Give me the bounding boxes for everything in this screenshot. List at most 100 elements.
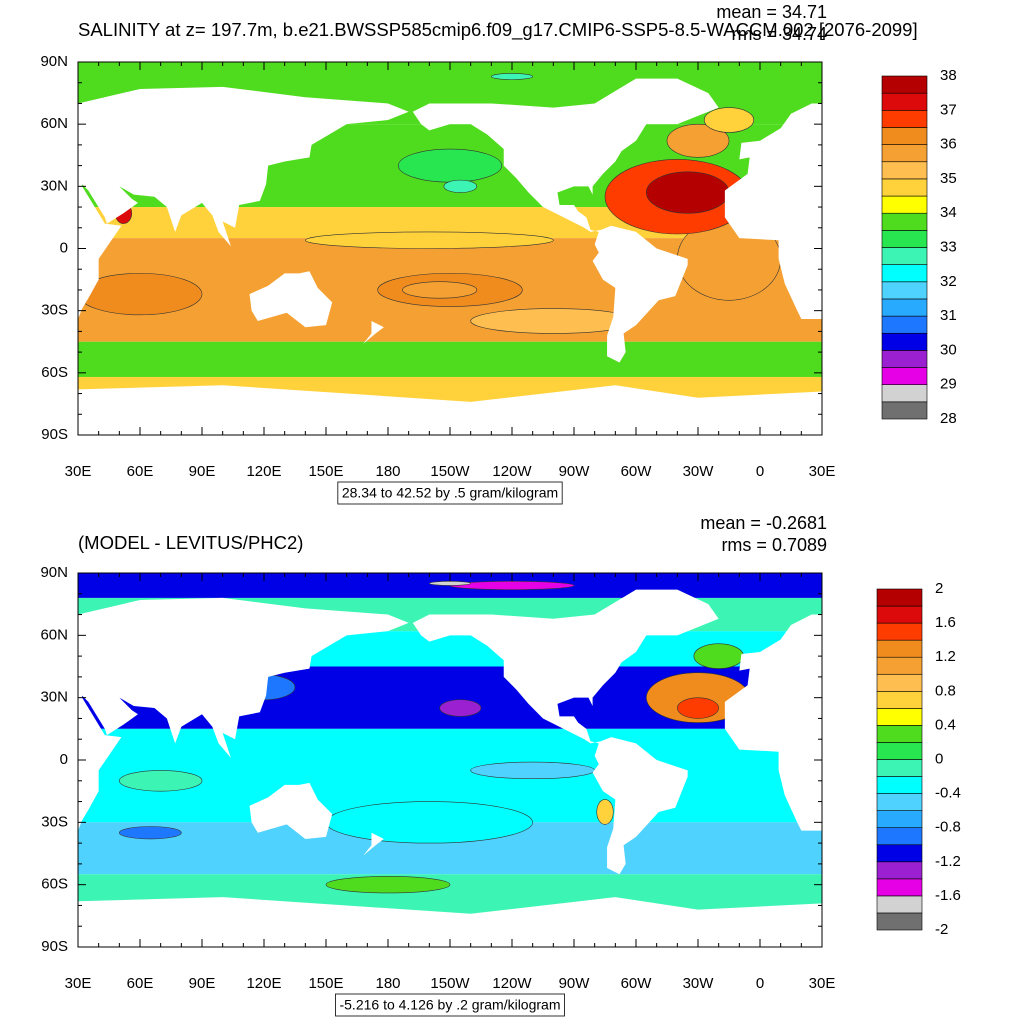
lat-label: 60N bbox=[40, 626, 68, 643]
ocean-field bbox=[470, 761, 595, 780]
colorbar-box bbox=[876, 878, 923, 897]
rms-value: rms = 34.74 bbox=[731, 24, 827, 44]
ocean-field bbox=[398, 148, 502, 183]
colorbar-label: 38 bbox=[940, 67, 957, 84]
lat-label: 90S bbox=[41, 938, 68, 955]
lon-label: 90E bbox=[189, 975, 216, 992]
ocean-field bbox=[693, 643, 744, 669]
colorbar-label: -0.8 bbox=[935, 819, 961, 836]
land bbox=[78, 86, 409, 319]
ocean-field bbox=[78, 273, 203, 316]
colorbar-box bbox=[881, 264, 928, 283]
colorbar-box bbox=[876, 827, 923, 846]
colorbar-box bbox=[881, 195, 928, 214]
colorbar-box bbox=[881, 298, 928, 317]
colorbar-box bbox=[881, 75, 928, 94]
colorbar-label: 2 bbox=[935, 580, 943, 597]
lat-label: 0 bbox=[60, 239, 68, 256]
lon-label: 30E bbox=[65, 463, 92, 480]
lon-label: 150E bbox=[308, 975, 343, 992]
footer-label: -5.216 to 4.126 by .2 gram/kilogram bbox=[339, 997, 560, 1013]
colorbar-label: 29 bbox=[940, 376, 957, 393]
lon-label: 150E bbox=[308, 463, 343, 480]
colorbar-box bbox=[881, 315, 928, 334]
ocean-field bbox=[119, 770, 203, 792]
colorbar-box bbox=[881, 247, 928, 265]
lon-label: 180 bbox=[375, 975, 400, 992]
ocean-field bbox=[402, 281, 478, 299]
colorbar-box bbox=[881, 350, 928, 368]
ocean-field bbox=[646, 171, 730, 214]
footer-label: 28.34 to 42.52 by .5 gram/kilogram bbox=[342, 485, 558, 501]
colorbar-box bbox=[881, 127, 928, 145]
map bbox=[78, 573, 822, 947]
ocean-field bbox=[677, 697, 719, 719]
ocean-field bbox=[325, 876, 451, 894]
panel-title: SALINITY at z= 197.7m, b.e21.BWSSP585cmi… bbox=[78, 19, 918, 41]
lat-label: 90N bbox=[40, 564, 68, 581]
lon-label: 90E bbox=[189, 463, 216, 480]
colorbar-box bbox=[876, 588, 923, 607]
colorbar-box bbox=[876, 793, 923, 811]
colorbar-box bbox=[876, 690, 923, 709]
colorbar-box bbox=[881, 110, 928, 128]
colorbar-box bbox=[876, 656, 923, 675]
colorbar-label: 31 bbox=[940, 307, 957, 324]
lon-label: 60W bbox=[621, 463, 653, 480]
colorbar-box bbox=[881, 281, 928, 300]
footer-box bbox=[337, 481, 563, 505]
colorbar-box bbox=[881, 401, 928, 420]
lon-label: 60E bbox=[127, 463, 154, 480]
lon-label: 30E bbox=[809, 463, 836, 480]
lat-label: 30N bbox=[40, 689, 68, 706]
colorbar-label: 1.2 bbox=[935, 648, 956, 665]
lon-label: 60W bbox=[621, 975, 653, 992]
ocean-field bbox=[325, 801, 533, 844]
colorbar-box bbox=[876, 605, 923, 624]
colorbar-box bbox=[881, 212, 928, 231]
colorbar-box bbox=[876, 759, 923, 777]
lon-label: 120W bbox=[492, 463, 532, 480]
lon-label: 30E bbox=[65, 975, 92, 992]
lon-label: 90W bbox=[559, 975, 591, 992]
rms-value: rms = 0.7089 bbox=[721, 535, 827, 555]
lon-label: 150W bbox=[430, 463, 470, 480]
colorbar-label: 1.6 bbox=[935, 614, 956, 631]
ocean-field bbox=[305, 231, 554, 249]
colorbar-box bbox=[876, 895, 923, 914]
lat-label: 30S bbox=[41, 813, 68, 830]
colorbar-label: 35 bbox=[940, 170, 957, 187]
lat-label: 0 bbox=[60, 751, 68, 768]
colorbar-label: -0.4 bbox=[935, 785, 961, 802]
land bbox=[249, 782, 333, 839]
panel-title: (MODEL - LEVITUS/PHC2) bbox=[78, 532, 303, 553]
colorbar-label: 33 bbox=[940, 238, 957, 255]
ocean-band bbox=[78, 341, 822, 377]
colorbar-box bbox=[876, 810, 923, 829]
colorbar-box bbox=[876, 742, 923, 760]
colorbar-label: 34 bbox=[940, 204, 957, 221]
colorbar-box bbox=[876, 725, 923, 743]
land bbox=[724, 103, 822, 319]
colorbar-label: 36 bbox=[940, 136, 957, 153]
colorbar-label: 0 bbox=[935, 750, 943, 767]
lon-label: 120W bbox=[492, 975, 532, 992]
colorbar-box bbox=[876, 622, 923, 641]
lon-label: 30E bbox=[809, 975, 836, 992]
ocean-field bbox=[429, 581, 471, 586]
lat-label: 30S bbox=[41, 302, 68, 319]
ocean-field bbox=[703, 107, 755, 133]
mean-value: mean = 34.71 bbox=[716, 2, 827, 22]
colorbar-box bbox=[876, 844, 923, 863]
lon-label: 90W bbox=[559, 463, 591, 480]
lon-label: 120E bbox=[246, 975, 281, 992]
lat-label: 60S bbox=[41, 876, 68, 893]
lon-label: 0 bbox=[756, 463, 764, 480]
ocean-field bbox=[491, 73, 533, 80]
colorbar-box bbox=[876, 776, 923, 794]
footer-box bbox=[335, 993, 565, 1017]
land bbox=[363, 832, 384, 856]
colorbar-box bbox=[876, 673, 923, 692]
lon-label: 30W bbox=[683, 975, 715, 992]
